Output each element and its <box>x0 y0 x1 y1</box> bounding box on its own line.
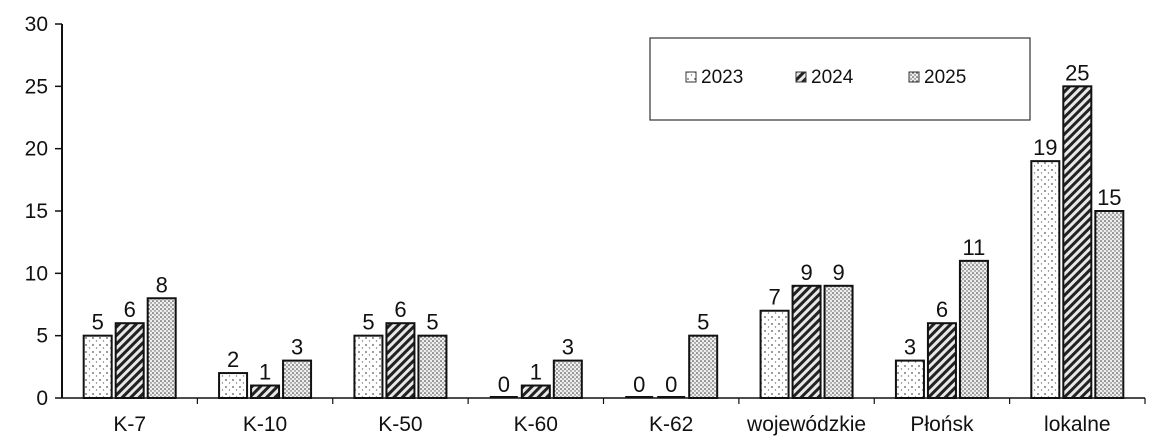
data-label: 19 <box>1033 135 1057 160</box>
bar-2024-lokalne <box>1062 85 1093 399</box>
data-label: 3 <box>291 335 303 360</box>
data-label: 15 <box>1097 185 1121 210</box>
legend-item-2023: 2023 <box>685 67 743 88</box>
legend-swatch-2023 <box>685 71 697 83</box>
legend: 2023 2024 2025 <box>649 37 1031 121</box>
bar-2025-wojewódzkie <box>823 284 854 399</box>
data-label: 3 <box>904 335 916 360</box>
x-tick-label: K-62 <box>649 413 693 436</box>
y-tick-label: 20 <box>25 138 48 161</box>
bar-2024-Płońsk <box>926 322 957 400</box>
y-tick-label: 10 <box>25 262 48 285</box>
bars <box>82 85 1125 400</box>
bar-2024-K-50 <box>385 322 416 400</box>
bar-2023-lokalne <box>1030 160 1061 399</box>
data-label: 5 <box>426 310 438 335</box>
x-tick-label: K-60 <box>514 413 558 436</box>
bar-2025-lokalne <box>1094 210 1125 399</box>
bar-2025-K-10 <box>282 359 313 400</box>
data-label: 0 <box>633 372 645 397</box>
y-tick-label: 30 <box>25 13 48 36</box>
bar-2025-K-62 <box>688 334 719 399</box>
data-label: 1 <box>259 360 271 385</box>
y-tick-label: 15 <box>25 200 48 223</box>
data-label: 9 <box>832 260 844 285</box>
bar-2023-Płońsk <box>894 359 925 400</box>
data-label: 2 <box>227 347 239 372</box>
x-tick-label: wojewódzkie <box>746 413 866 436</box>
data-label: 5 <box>92 310 104 335</box>
x-tick-label: lokalne <box>1044 413 1111 436</box>
legend-box <box>649 37 1031 121</box>
data-label: 6 <box>394 297 406 322</box>
bar-2023-K-10 <box>218 372 249 400</box>
data-label: 7 <box>768 285 780 310</box>
data-label: 6 <box>124 297 136 322</box>
y-tick-label: 5 <box>36 325 48 348</box>
bar-2023-wojewódzkie <box>759 309 790 400</box>
y-ticks: 0 5 10 15 20 25 30 <box>25 13 62 410</box>
bar-2024-wojewódzkie <box>791 284 822 399</box>
data-label: 8 <box>156 272 168 297</box>
data-label: 9 <box>800 260 812 285</box>
bar-2024-K-7 <box>114 322 145 400</box>
legend-swatch-2025 <box>908 71 920 83</box>
y-tick-label: 25 <box>25 75 48 98</box>
x-tick-label: K-50 <box>378 413 422 436</box>
legend-label-2023: 2023 <box>701 67 743 88</box>
bar-2025-K-7 <box>146 297 177 399</box>
bar-2025-K-50 <box>417 334 448 399</box>
legend-item-2025: 2025 <box>908 67 966 88</box>
legend-label-2025: 2025 <box>924 67 966 88</box>
bar-2025-Płońsk <box>958 259 989 399</box>
x-tick-label: K-10 <box>243 413 287 436</box>
data-label: 11 <box>963 235 986 260</box>
data-label: 5 <box>362 310 374 335</box>
legend-swatch-2024 <box>795 71 807 83</box>
data-label: 25 <box>1065 60 1089 85</box>
legend-item-2024: 2024 <box>795 67 854 88</box>
bar-2024-K-10 <box>250 384 281 399</box>
x-tick-label: K-7 <box>113 413 146 436</box>
x-tick-labels: K-7 K-10 K-50 K-60 K-62 wojewódzkie Płońsk loka… <box>113 398 1146 436</box>
bar-2025-K-60 <box>552 359 583 400</box>
legend-label-2024: 2024 <box>811 67 854 88</box>
data-label: 1 <box>530 360 542 385</box>
data-label: 3 <box>562 335 574 360</box>
bar-2023-K-50 <box>353 334 384 399</box>
bar-2024-K-60 <box>520 384 551 399</box>
data-label: 0 <box>498 372 510 397</box>
data-label: 0 <box>665 372 677 397</box>
data-label: 6 <box>936 297 948 322</box>
data-label: 5 <box>697 310 709 335</box>
bar-2023-K-7 <box>82 334 113 399</box>
y-tick-label: 0 <box>36 387 48 410</box>
x-tick-label: Płońsk <box>910 413 974 436</box>
